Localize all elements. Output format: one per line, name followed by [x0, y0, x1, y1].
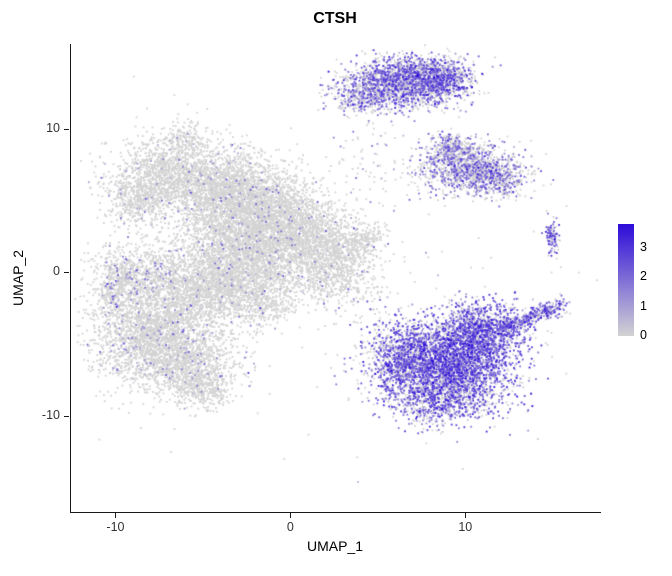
legend-tick-label: 1 [640, 298, 647, 313]
x-axis-tick-mark [115, 513, 117, 518]
legend-tick-label: 3 [640, 239, 647, 254]
legend-tick-label: 0 [640, 328, 647, 342]
y-axis-tick-label: 0 [53, 264, 60, 279]
x-axis-tick-label: 0 [286, 520, 294, 534]
scatter-canvas [71, 44, 601, 512]
y-axis-tick-mark [64, 128, 69, 130]
y-axis-tick-label: -10 [41, 407, 60, 422]
y-axis-tick-label: 10 [46, 120, 60, 135]
plot-title: CTSH [313, 10, 357, 27]
x-axis-tick-label: 10 [458, 520, 473, 534]
y-axis-tick-mark [64, 272, 69, 274]
y-axis-tick-mark [64, 415, 69, 417]
x-axis-tick-mark [465, 513, 467, 518]
x-axis-tick-label: -10 [106, 520, 125, 534]
x-axis-tick-mark [290, 513, 292, 518]
plot-panel [70, 44, 601, 513]
legend-gradient-bar [618, 224, 634, 336]
legend-tick-label: 2 [640, 269, 647, 284]
x-axis-label: UMAP_1 [306, 538, 364, 554]
